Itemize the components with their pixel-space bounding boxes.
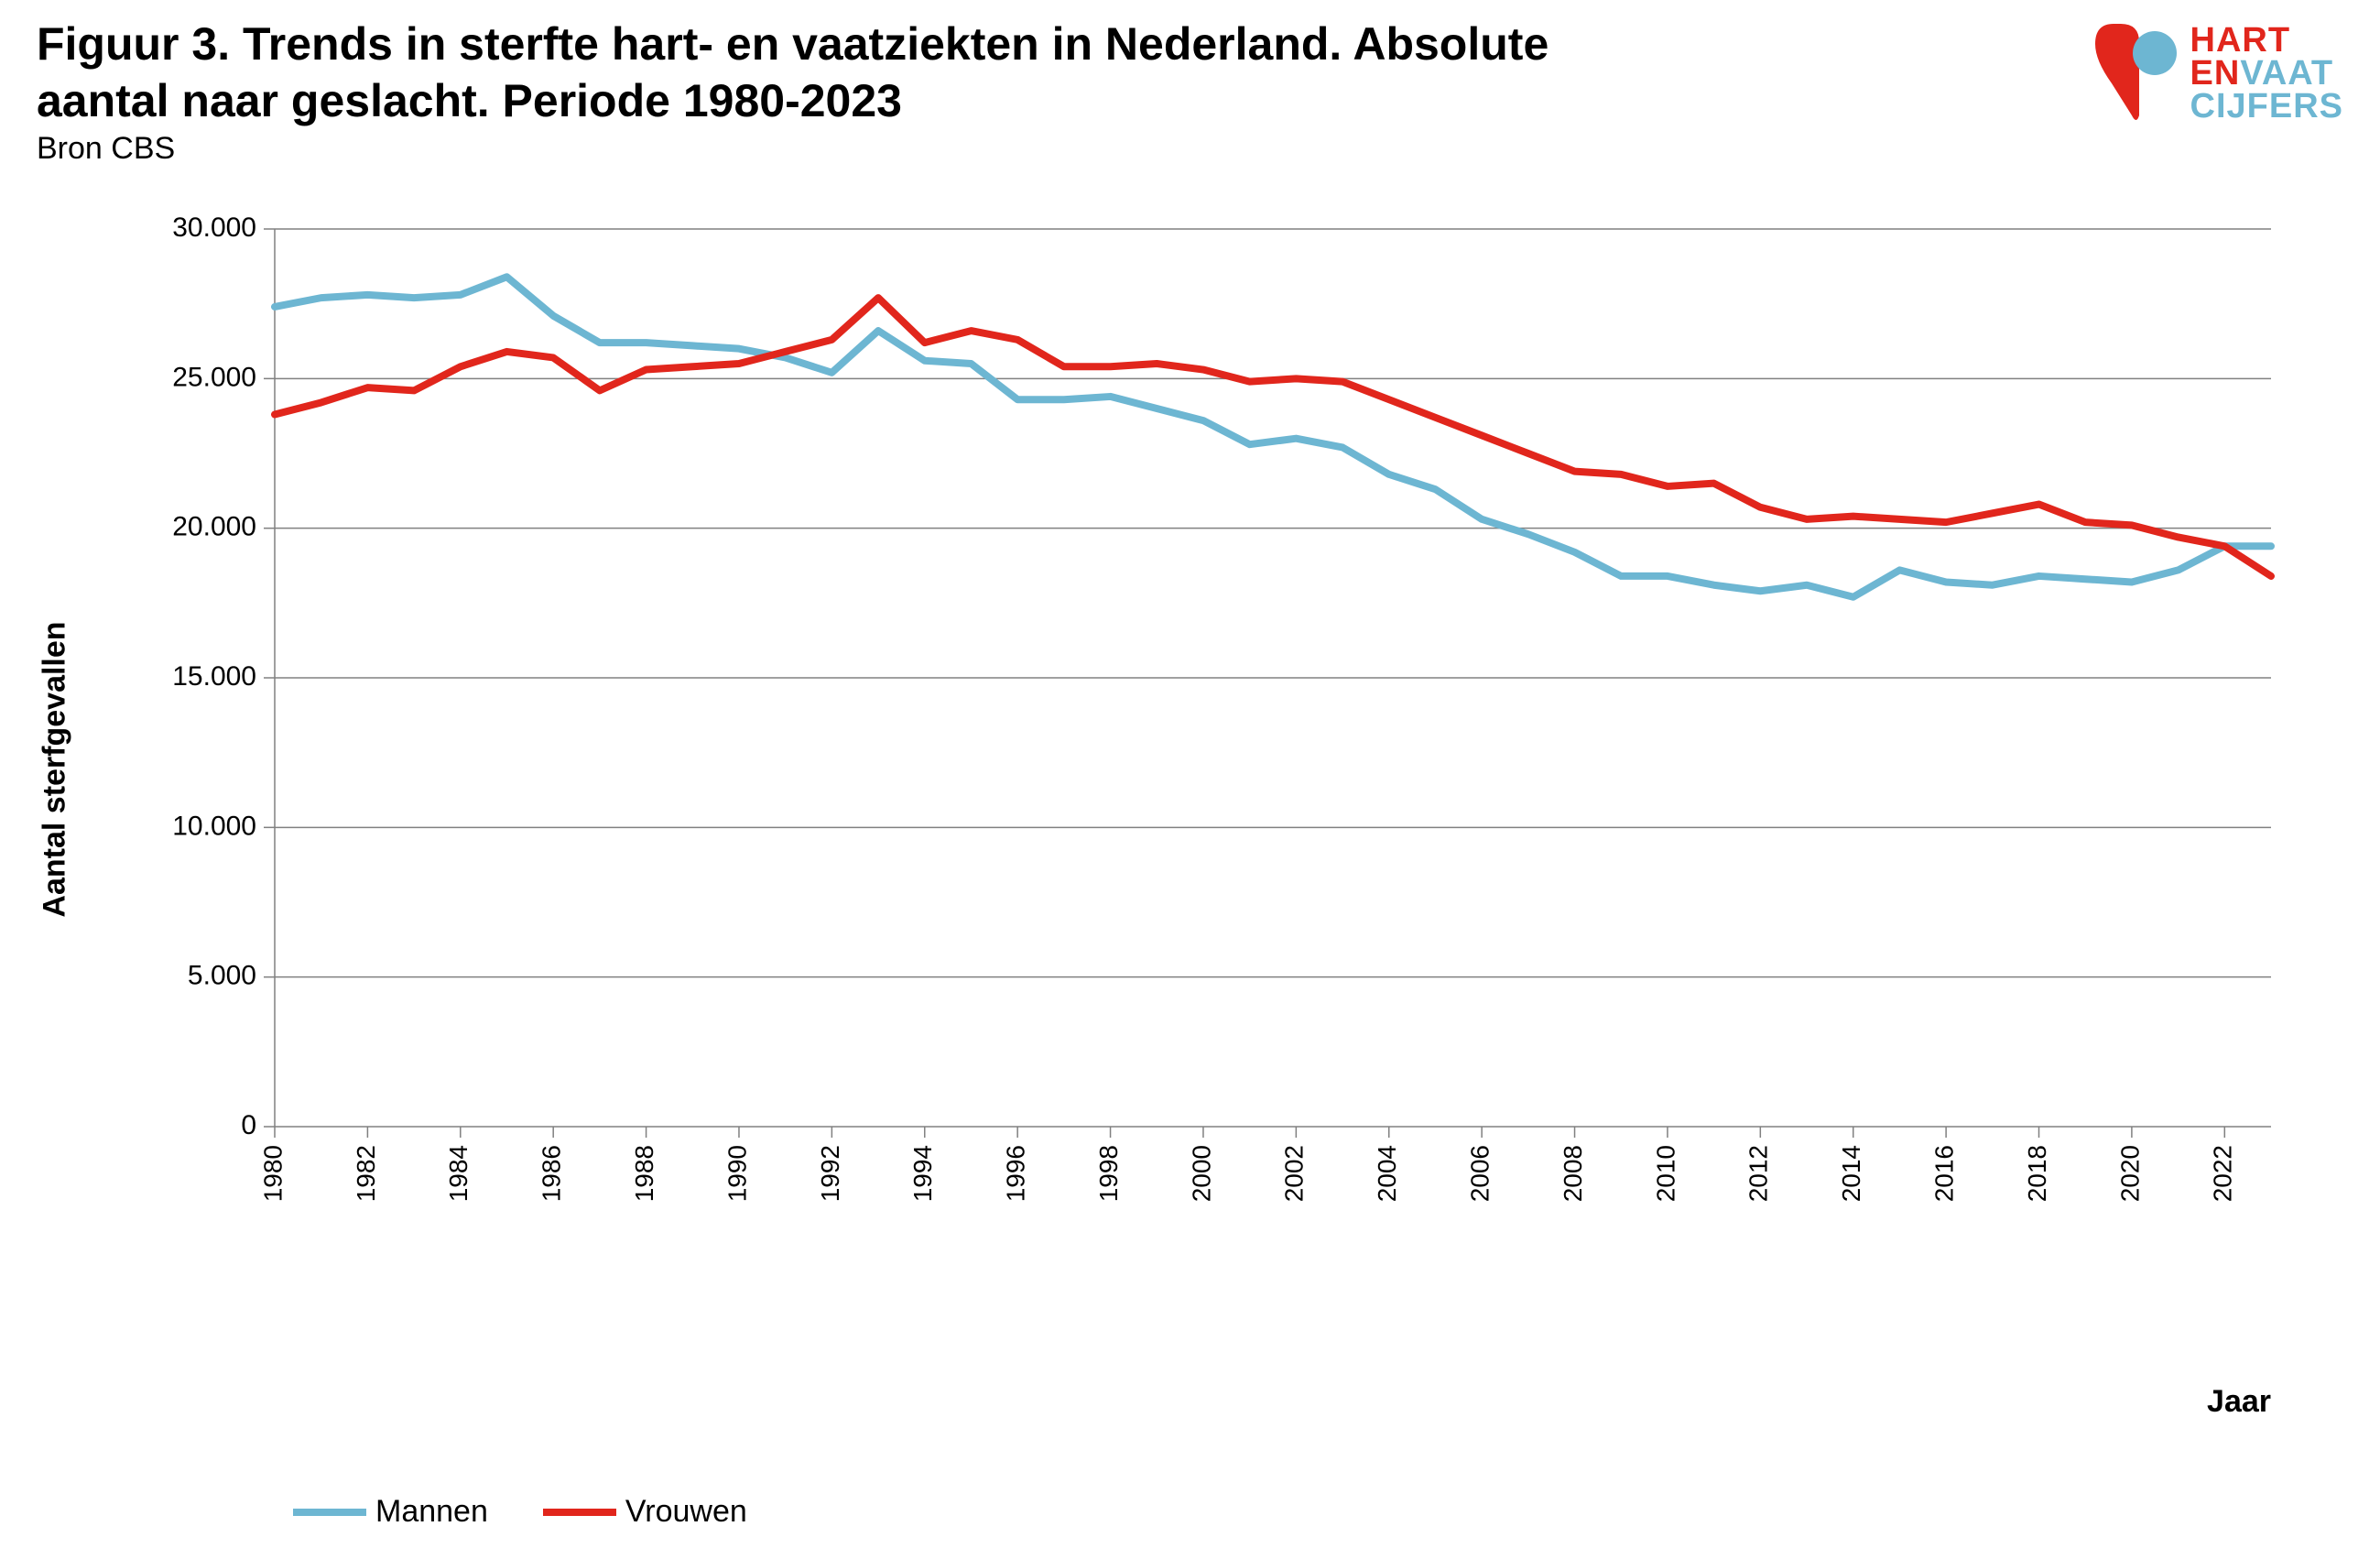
legend-item-mannen: Mannen — [293, 1494, 488, 1530]
x-tick-label: 2016 — [1930, 1145, 1959, 1202]
legend-swatch-vrouwen — [543, 1509, 616, 1516]
logo-icon — [2095, 24, 2178, 125]
legend-swatch-mannen — [293, 1509, 366, 1516]
title-block: Figuur 3. Trends in sterfte hart- en vaa… — [37, 18, 1549, 167]
x-tick-label: 1994 — [908, 1145, 937, 1202]
header: Figuur 3. Trends in sterfte hart- en vaa… — [37, 18, 2343, 167]
x-tick-label: 2012 — [1744, 1145, 1773, 1202]
legend-item-vrouwen: Vrouwen — [543, 1494, 747, 1530]
x-axis-label: Jaar — [2207, 1384, 2271, 1420]
chart-source: Bron CBS — [37, 131, 1549, 167]
y-tick-label: 15.000 — [172, 661, 256, 692]
y-tick-label: 25.000 — [172, 362, 256, 392]
x-tick-label: 1986 — [538, 1145, 566, 1202]
logo-vaat: VAAT — [2240, 57, 2333, 90]
x-tick-label: 2010 — [1651, 1145, 1679, 1202]
y-tick-label: 30.000 — [172, 213, 256, 243]
x-tick-label: 2004 — [1373, 1145, 1401, 1202]
x-tick-label: 1980 — [258, 1145, 287, 1202]
y-tick-label: 10.000 — [172, 811, 256, 841]
chart-svg: 0 5.000 10.000 15.000 20.000 25.000 30.000 1980… — [73, 211, 2326, 1328]
logo-line3: CIJFERS — [2190, 90, 2343, 123]
logo-line2: ENVAAT — [2190, 57, 2343, 90]
page: Figuur 3. Trends in sterfte hart- en vaa… — [0, 0, 2380, 1548]
x-tick-label: 1990 — [723, 1145, 751, 1202]
x-tick-label: 2020 — [2115, 1145, 2144, 1202]
x-tick-label: 1984 — [444, 1145, 473, 1202]
x-tick-label: 2018 — [2023, 1145, 2051, 1202]
x-tick-label: 2008 — [1559, 1145, 1587, 1202]
y-tick-label: 5.000 — [188, 961, 256, 991]
y-axis-label: Aantal sterfgevallen — [38, 621, 73, 917]
y-tick-label: 20.000 — [172, 512, 256, 542]
x-tick-label: 2022 — [2209, 1145, 2237, 1202]
x-tick-label: 2002 — [1280, 1145, 1309, 1202]
legend: Mannen Vrouwen — [293, 1494, 747, 1530]
x-tick-label: 1998 — [1094, 1145, 1123, 1202]
x-tick-label: 2014 — [1837, 1145, 1865, 1202]
chart-area: Aantal sterfgevallen 05.00010.00015.0002… — [73, 211, 2326, 1328]
series-line-vrouwen — [275, 298, 2271, 576]
chart-title-line1: Figuur 3. Trends in sterfte hart- en vaa… — [37, 18, 1549, 71]
x-tick-label: 1988 — [630, 1145, 658, 1202]
y-tick-label: 0 — [241, 1110, 256, 1140]
x-tick-label: 1996 — [1002, 1145, 1030, 1202]
logo-en: EN — [2190, 57, 2241, 90]
chart-title-line2: aantal naar geslacht. Periode 1980-2023 — [37, 75, 1549, 128]
x-tick-label: 1982 — [352, 1145, 380, 1202]
legend-label-mannen: Mannen — [375, 1494, 488, 1530]
series-line-mannen — [275, 277, 2271, 597]
logo-text: HART ENVAAT CIJFERS — [2190, 24, 2343, 123]
legend-label-vrouwen: Vrouwen — [625, 1494, 747, 1530]
x-tick-label: 2006 — [1466, 1145, 1494, 1202]
logo: HART ENVAAT CIJFERS — [2095, 24, 2343, 125]
x-tick-label: 2000 — [1187, 1145, 1215, 1202]
logo-line1: HART — [2190, 24, 2343, 57]
x-tick-label: 1992 — [816, 1145, 844, 1202]
